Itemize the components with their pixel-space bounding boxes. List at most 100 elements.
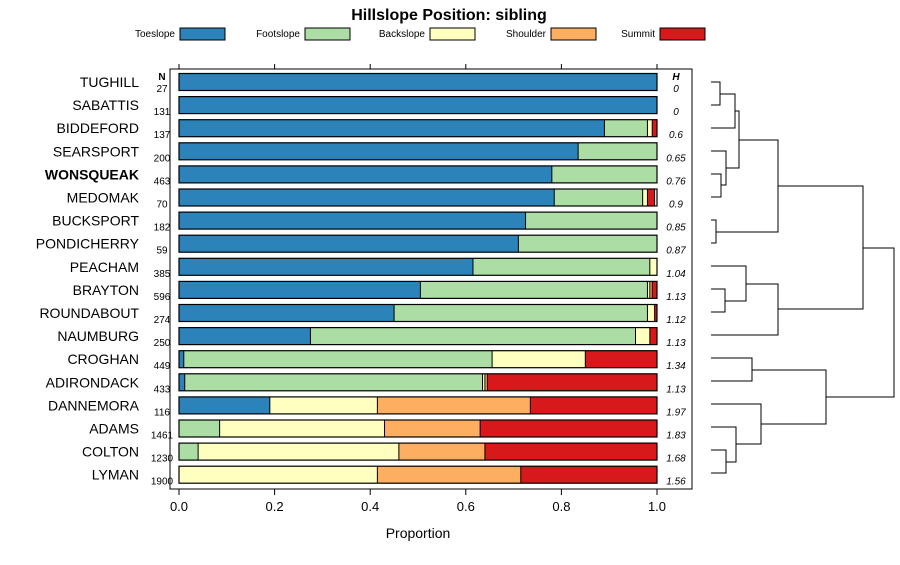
dendrogram-branch (711, 219, 717, 244)
dendrogram-branch (778, 185, 864, 310)
sample-size-label: 596 (154, 292, 171, 303)
bar-segment-backslope (482, 373, 485, 391)
bar-segment-footslope (394, 304, 648, 322)
bar-segment-backslope (647, 119, 653, 137)
x-tick-label: 0.4 (361, 499, 379, 514)
sample-size-label: 463 (154, 176, 171, 187)
bar-segment-shoulder (384, 420, 481, 437)
category-label: ADIRONDACK (46, 374, 140, 390)
bar-segment-footslope (184, 373, 483, 391)
x-tick-label: 0.2 (266, 499, 284, 514)
dendrogram-branch (711, 173, 722, 198)
bar-segment-toeslope (179, 350, 184, 368)
category-label: BUCKSPORT (52, 213, 139, 229)
bar-segment-footslope (179, 420, 220, 437)
bar-segment-backslope (219, 420, 385, 437)
bar-segment-toeslope (179, 142, 579, 160)
legend-swatch-toeslope (179, 27, 226, 41)
legend-label-toeslope: Toeslope (135, 29, 175, 40)
bar-segment-footslope (578, 142, 657, 160)
bar-outline (178, 442, 658, 461)
bar-segment-summit (654, 304, 657, 322)
dendrogram-branch (711, 283, 779, 336)
sample-size-labels: 27 131 137 200 463 70 182 59 385 596 274 250 449 433 1… (151, 84, 174, 488)
bar-outline (178, 419, 658, 438)
bar-segment-footslope (183, 350, 493, 368)
entropy-label: 1.13 (666, 384, 686, 395)
entropy-label: 1.68 (666, 454, 686, 465)
legend-label-backslope: Backslope (379, 29, 426, 40)
bar-segment-summit (484, 443, 657, 461)
bar-segment-footslope (179, 443, 199, 461)
bar-segment-summit (585, 350, 657, 368)
category-label: CROGHAN (67, 351, 139, 367)
x-tick-label: 0.8 (552, 499, 570, 514)
bar-segment-summit (647, 189, 655, 206)
x-tick-label: 0.6 (457, 499, 475, 514)
bar-segment-toeslope (179, 73, 657, 91)
dendrogram-branch (752, 369, 827, 425)
bar-segment-summit (649, 327, 657, 345)
bar-segment-backslope (649, 258, 657, 276)
legend-swatch-backslope (429, 27, 476, 41)
sample-size-label: 137 (154, 130, 171, 141)
bar-segment-toeslope (179, 235, 519, 253)
bar-outline (178, 350, 658, 369)
category-label: ROUNDABOUT (39, 305, 139, 321)
legend-swatch-footslope (304, 27, 351, 41)
bar-segment-shoulder (377, 396, 531, 414)
bar-outline (178, 280, 658, 299)
category-label: ADAMS (89, 421, 139, 437)
dendrogram-branch (711, 93, 736, 129)
bar-segment-footslope (604, 119, 648, 137)
legend-swatch-shoulder (550, 27, 597, 41)
entropy-label: 1.13 (666, 292, 686, 303)
category-label: COLTON (82, 444, 139, 460)
x-tick-label: 1.0 (648, 499, 666, 514)
legend: Toeslope Footslope Backslope Shoulder Summit (135, 27, 706, 41)
bar-segment-summit (487, 373, 657, 391)
y-axis-labels: TUGHILL SABATTIS BIDDEFORD SEARSPORT WONSQUE… (36, 74, 140, 483)
sample-size-label: 1900 (151, 477, 174, 488)
plot-frame (169, 68, 693, 490)
bar-outline (178, 142, 658, 161)
entropy-label: 0 (673, 84, 679, 95)
bar-segment-toeslope (179, 258, 473, 276)
entropy-label: 1.12 (666, 315, 686, 326)
category-label: LYMAN (92, 467, 139, 483)
sample-size-label: 116 (154, 407, 170, 418)
bar-segment-summit (480, 420, 657, 437)
legend-swatch-summit (659, 27, 706, 41)
bar-segment-footslope (310, 327, 636, 345)
bar-segment-backslope (635, 327, 650, 345)
sample-size-label: 182 (154, 223, 171, 234)
sample-size-label: 27 (156, 84, 168, 95)
bar-segment-backslope (179, 466, 378, 484)
bar-outline (178, 211, 658, 230)
bar-segment-backslope (647, 281, 650, 299)
sample-size-label: 70 (156, 200, 168, 211)
category-label: TUGHILL (80, 74, 139, 90)
dendrogram-branch (711, 426, 737, 463)
entropy-label: 0.6 (669, 130, 683, 141)
category-label: NAUMBURG (57, 328, 139, 344)
bar-segment-summit (652, 281, 657, 299)
bar-outline (178, 373, 658, 392)
sample-size-label: 200 (154, 153, 171, 164)
sample-size-label: 1461 (151, 431, 174, 442)
dendrogram-branch (711, 81, 721, 106)
bar-outline (178, 165, 658, 184)
category-label: WONSQUEAK (45, 166, 139, 182)
dendrogram-branch (711, 288, 726, 313)
sample-size-label: 385 (154, 269, 171, 280)
h-header: H (672, 72, 680, 83)
legend-label-summit: Summit (621, 29, 655, 40)
dendrogram-branch (716, 139, 779, 233)
bar-outline (178, 95, 658, 115)
sample-size-label: 59 (156, 246, 168, 257)
bar-outline (178, 396, 658, 415)
bar-segment-shoulder (398, 443, 485, 461)
entropy-label: 1.34 (666, 361, 686, 372)
dendrogram-branch (711, 357, 753, 382)
bar-segment-toeslope (179, 327, 311, 345)
